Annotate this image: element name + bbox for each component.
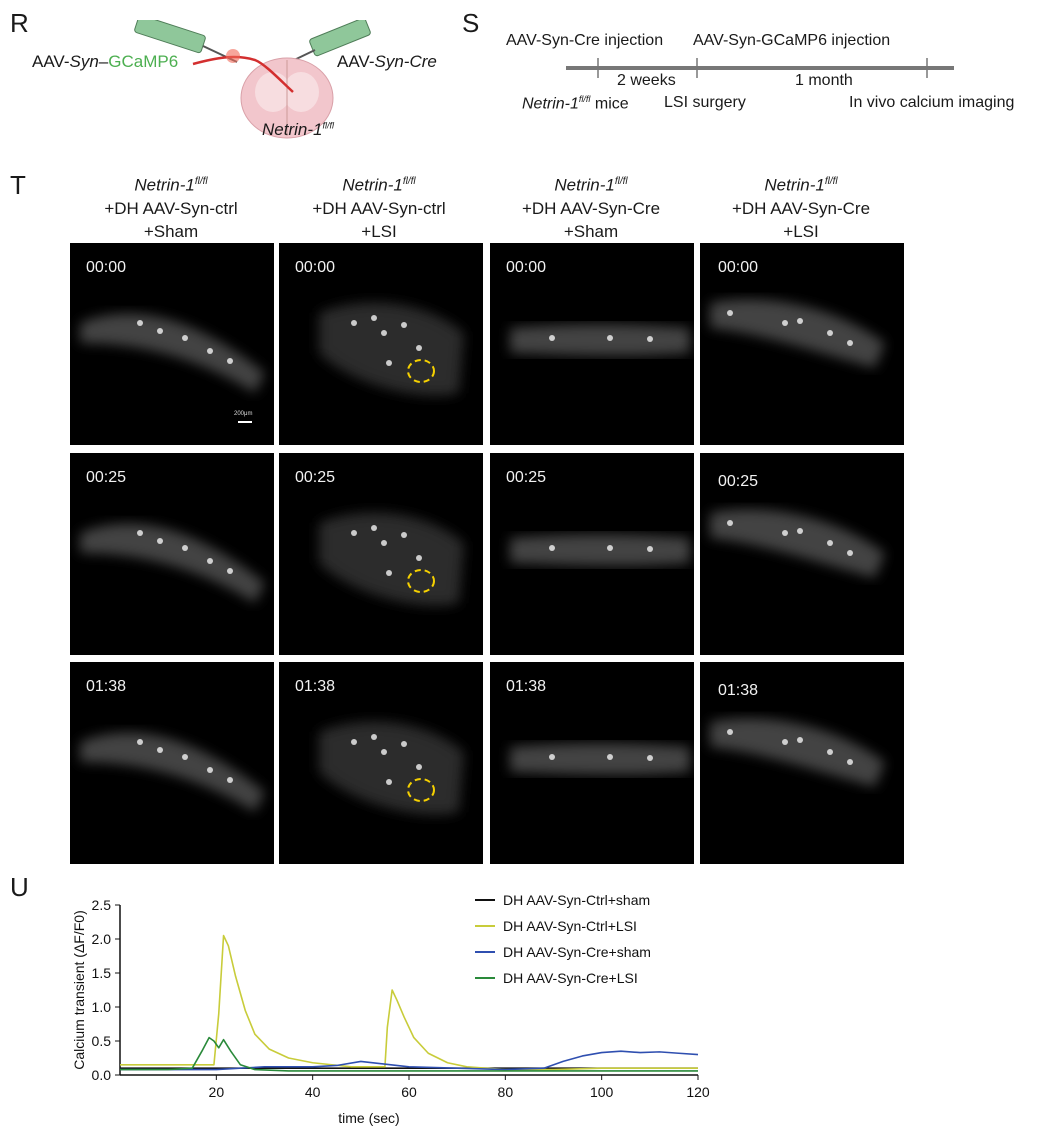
- panel-letter-r: R: [10, 8, 29, 38]
- roi-circle: [407, 778, 435, 802]
- fluorescence-image: [710, 299, 885, 368]
- fluorescence-image: [80, 313, 265, 393]
- column-header-cre-lsi: Netrin-1fl/fl +DH AAV-Syn-Cre +LSI: [731, 175, 871, 241]
- chart-axes: 20 40 60 80 100 120 0.0 0.5 1.0 1.5 2.0 2.5 time (se…: [71, 897, 710, 1126]
- fluorescence-image: [510, 743, 690, 775]
- series-line-4: [120, 1036, 698, 1072]
- x-axis-label: time (sec): [338, 1110, 399, 1126]
- image-tile-cre-lsi-t2: 01:38: [700, 662, 904, 864]
- timestamp-label: 01:38: [86, 678, 127, 695]
- timeline-axis: [566, 58, 954, 78]
- fluorescence-image: [710, 509, 885, 578]
- timestamp-label: 00:25: [86, 469, 127, 486]
- fluorescence-image: [319, 302, 464, 396]
- timeline-calcium-imaging: In vivo calcium imaging: [849, 94, 1015, 111]
- scale-bar-label: 200μm: [234, 411, 253, 417]
- column-header-cre-sham: Netrin-1fl/fl +DH AAV-Syn-Cre +Sham: [521, 175, 661, 241]
- panel-letter-u: U: [10, 872, 29, 902]
- panel-letter-t: T: [10, 170, 26, 200]
- timestamp-label: 00:00: [86, 259, 127, 276]
- column-header-ctrl-lsi: Netrin-1fl/fl +DH AAV-Syn-ctrl +LSI: [312, 175, 446, 241]
- timestamp-label: 00:25: [506, 469, 547, 486]
- fluorescence-image: [80, 732, 265, 812]
- timeline-interval-2-weeks: 2 weeks: [617, 72, 676, 89]
- timestamp-label: 01:38: [295, 678, 336, 695]
- right-virus-label: AAV-Syn-Cre: [337, 52, 437, 71]
- image-tile-ctrl-sham-t1: 00:25: [70, 453, 274, 655]
- x-tick-label: 80: [498, 1084, 514, 1100]
- timeline-interval-1-month: 1 month: [795, 72, 853, 89]
- x-tick-label: 40: [305, 1084, 321, 1100]
- timestamp-label: 01:38: [506, 678, 547, 695]
- fluorescence-image: [710, 718, 885, 787]
- timestamp-label: 00:25: [295, 469, 336, 486]
- legend-label-4: DH AAV-Syn-Cre+LSI: [503, 970, 638, 986]
- y-tick-label: 0.0: [92, 1067, 112, 1083]
- panel-letter-s: S: [462, 8, 480, 38]
- roi-circle: [407, 569, 435, 593]
- chart-series-lines: [120, 934, 699, 1072]
- injection-schematic: [134, 20, 371, 139]
- image-tile-cre-lsi-t0: 00:00: [700, 243, 904, 445]
- series-line-3: [120, 1050, 699, 1071]
- timestamp-label: 00:00: [718, 259, 759, 276]
- chart-legend: DH AAV-Syn-Ctrl+sham DH AAV-Syn-Ctrl+LSI D…: [475, 892, 651, 986]
- fluorescence-image: [319, 721, 464, 815]
- image-tile-ctrl-lsi-t2: 01:38: [279, 662, 483, 864]
- timestamp-label: 00:00: [506, 259, 547, 276]
- calcium-transient-chart: 20 40 60 80 100 120 0.0 0.5 1.0 1.5 2.0 2.5 time (se…: [71, 892, 710, 1126]
- timestamp-label: 00:25: [718, 473, 759, 490]
- x-tick-label: 100: [590, 1084, 614, 1100]
- legend-label-2: DH AAV-Syn-Ctrl+LSI: [503, 918, 637, 934]
- mouse-genotype-label: Netrin-1fl/fl: [262, 120, 334, 139]
- left-virus-label: AAV-Syn–GCaMP6: [32, 52, 179, 71]
- y-tick-label: 1.5: [92, 965, 112, 981]
- x-tick-label: 120: [686, 1084, 710, 1100]
- fluorescence-image: [319, 512, 464, 606]
- image-tile-ctrl-lsi-t0: 00:00: [279, 243, 483, 445]
- timeline-event-gcamp-injection: AAV-Syn-GCaMP6 injection: [693, 32, 891, 49]
- image-tile-cre-lsi-t1: 00:25: [700, 453, 904, 655]
- image-tile-cre-sham-t0: 00:00: [490, 243, 694, 445]
- fluorescence-image: [80, 523, 265, 603]
- image-tile-cre-sham-t2: 01:38: [490, 662, 694, 864]
- scale-bar: [238, 421, 252, 423]
- legend-label-3: DH AAV-Syn-Cre+sham: [503, 944, 651, 960]
- timeline-start-mice: Netrin-1fl/fl mice: [522, 94, 629, 113]
- timestamp-label: 01:38: [718, 682, 759, 699]
- y-tick-label: 0.5: [92, 1033, 112, 1049]
- x-tick-label: 20: [209, 1084, 225, 1100]
- image-tile-ctrl-sham-t0: 00:00 200μm: [70, 243, 274, 445]
- y-tick-label: 2.5: [92, 897, 112, 913]
- x-tick-label: 60: [401, 1084, 417, 1100]
- axon-icon: [192, 55, 294, 93]
- spinal-cord-icon: [240, 57, 334, 139]
- timeline-lsi-surgery: LSI surgery: [664, 94, 746, 111]
- column-header-ctrl-sham: Netrin-1fl/fl +DH AAV-Syn-ctrl +Sham: [104, 175, 238, 241]
- timestamp-label: 00:00: [295, 259, 336, 276]
- timeline-event-cre-injection: AAV-Syn-Cre injection: [506, 32, 664, 49]
- y-tick-label: 1.0: [92, 999, 112, 1015]
- y-axis-label: Calcium transient (ΔF/F0): [71, 910, 87, 1070]
- fluorescence-image: [510, 324, 690, 356]
- y-tick-label: 2.0: [92, 931, 112, 947]
- image-tile-ctrl-lsi-t1: 00:25: [279, 453, 483, 655]
- image-tile-ctrl-sham-t2: 01:38: [70, 662, 274, 864]
- roi-circle: [407, 359, 435, 383]
- fluorescence-image: [510, 534, 690, 566]
- image-tile-cre-sham-t1: 00:25: [490, 453, 694, 655]
- legend-label-1: DH AAV-Syn-Ctrl+sham: [503, 892, 650, 908]
